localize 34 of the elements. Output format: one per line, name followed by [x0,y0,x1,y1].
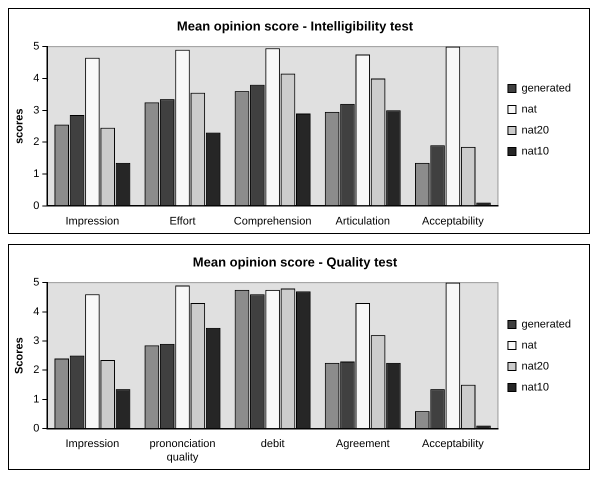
y-axis-title: Scores [14,337,26,374]
y-tick-label: 3 [33,335,40,348]
x-tick-label: Impression [65,215,120,228]
y-tick-label: 4 [33,72,40,84]
y-axis-title: scores [14,108,26,144]
legend-label: nat [521,340,537,352]
y-tick-label: 5 [33,276,40,289]
y-tick-label: 5 [33,40,40,53]
legend-label: nat10 [521,146,549,158]
legend-label: nat20 [521,124,549,137]
x-tick-label: Comprehension [234,215,312,228]
y-tick-label: 3 [33,104,40,116]
y-tick-label: 0 [33,200,40,212]
x-tick-label: debit [260,438,285,450]
legend-label: nat [521,104,537,116]
y-tick-label: 1 [33,393,40,406]
x-tick-label: Agreement [336,438,390,450]
legend-label: generated [521,82,572,95]
x-tick-label: Effort [169,215,196,228]
y-tick-label: 4 [33,306,40,318]
x-tick-label: Acceptability [422,215,484,228]
legend-label: generated [521,318,572,331]
y-tick-label: 2 [33,364,40,376]
x-tick-label: Acceptability [422,438,484,450]
legend-label: nat20 [521,360,549,373]
x-tick-label: Articulation [336,215,390,228]
x-tick-label: Impression [65,438,120,450]
chart-title: Mean opinion score - Quality test [192,254,398,270]
y-tick-label: 0 [33,422,40,435]
legend-label: nat10 [521,382,549,394]
chart-title: Mean opinion score - Intelligibility test [176,18,414,34]
y-tick-label: 1 [33,168,40,180]
x-tick-label: prononciation quality [149,438,216,464]
y-tick-label: 2 [33,136,40,148]
